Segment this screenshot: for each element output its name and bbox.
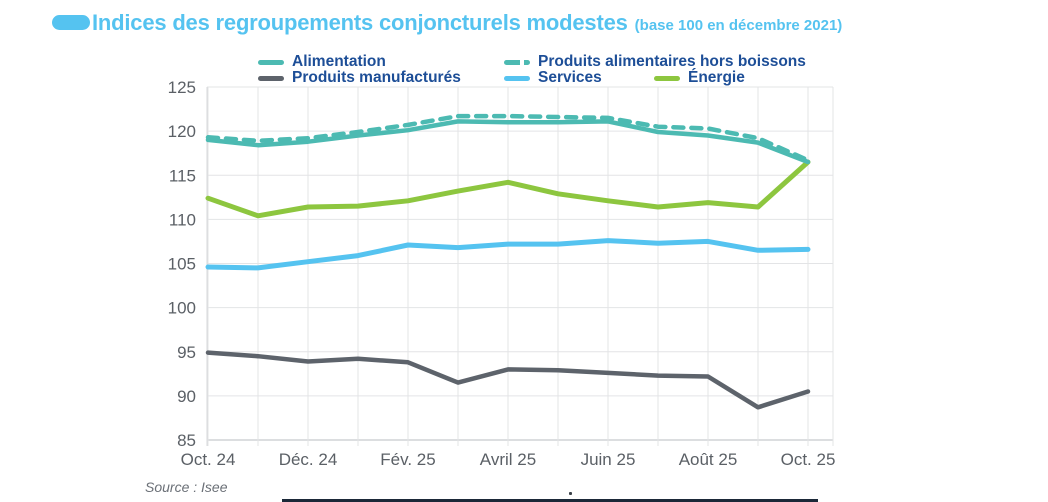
legend-item-produits-manufactures: Produits manufacturés [258,70,461,86]
chart-subtitle: (base 100 en décembre 2021) [634,17,843,34]
series-services [205,238,811,271]
legend-label: Produits manufacturés [292,69,461,86]
svg-text:115: 115 [169,166,196,185]
legend-swatch-dashed-teal [504,59,530,65]
cropped-text-fragment [569,492,572,495]
source-caption: Source : Isee [145,479,228,495]
chart-title: Indices des regroupements conjoncturels … [92,10,628,35]
svg-text:Août 25: Août 25 [679,450,738,469]
svg-text:Oct. 24: Oct. 24 [181,450,236,469]
svg-text:90: 90 [177,387,196,406]
svg-text:110: 110 [169,210,196,229]
legend-swatch-solid-blue [504,75,530,81]
series-produits-alimentaires-hors-boissons [205,113,811,163]
legend-label: Énergie [688,69,745,86]
legend-swatch-solid-green [654,75,680,81]
series-alimentation [205,119,811,165]
legend-item-energie: Énergie [654,70,745,86]
legend-label: Alimentation [292,53,386,70]
svg-text:100: 100 [168,299,196,318]
legend-swatch-solid-gray [258,75,284,81]
bullet-pill-icon [52,15,90,30]
svg-text:Fév. 25: Fév. 25 [380,450,435,469]
series--nergie [205,159,811,219]
legend-swatch-solid-teal [258,59,284,65]
legend-label: Services [538,69,602,86]
svg-text:Déc. 24: Déc. 24 [279,450,338,469]
svg-text:125: 125 [168,78,196,97]
svg-text:85: 85 [177,431,196,450]
legend-item-produits-alimentaires-hors-boissons: Produits alimentaires hors boissons [504,54,806,70]
cropped-footer-bar [282,499,818,502]
legend-item-alimentation: Alimentation [258,54,386,70]
svg-text:95: 95 [177,343,196,362]
svg-text:Juin 25: Juin 25 [581,450,636,469]
svg-text:Oct. 25: Oct. 25 [781,450,836,469]
svg-text:105: 105 [168,255,196,274]
legend-item-services: Services [504,70,602,86]
svg-text:Avril 25: Avril 25 [480,450,536,469]
svg-text:120: 120 [168,122,196,141]
series-produits-manufactur-s [205,350,811,410]
legend-label: Produits alimentaires hors boissons [538,53,806,70]
chart-header: Indices des regroupements conjoncturels … [52,10,842,36]
